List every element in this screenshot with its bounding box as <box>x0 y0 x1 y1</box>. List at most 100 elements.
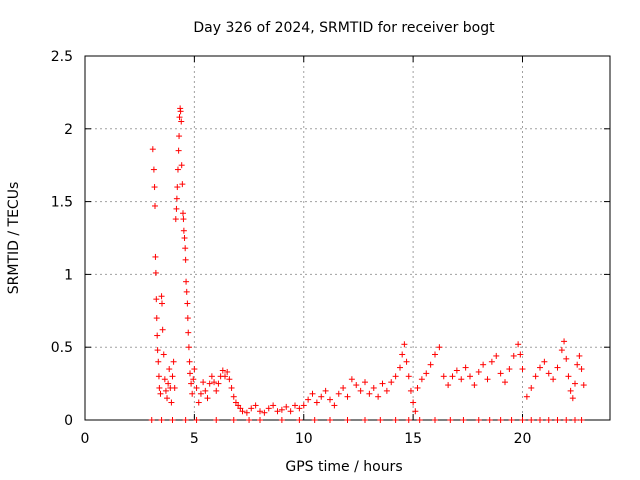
data-point <box>182 256 189 263</box>
data-point <box>569 395 576 402</box>
data-point <box>497 417 504 423</box>
x-tick-label: 15 <box>404 431 422 447</box>
data-point <box>318 393 325 400</box>
data-point <box>213 387 220 394</box>
data-point <box>565 373 572 380</box>
data-point <box>152 253 159 260</box>
data-point <box>447 417 454 423</box>
data-point <box>190 376 197 383</box>
y-tick-label: 0 <box>64 413 73 429</box>
data-point <box>180 227 187 234</box>
data-point <box>432 417 438 423</box>
data-point <box>327 396 333 403</box>
data-point <box>416 417 423 423</box>
data-point <box>179 181 186 188</box>
data-point <box>388 379 395 386</box>
data-point <box>412 408 419 415</box>
y-tick-label: 1.5 <box>51 195 73 211</box>
data-point <box>480 361 487 368</box>
data-point <box>558 347 565 354</box>
data-point <box>177 108 184 115</box>
data-points <box>148 105 587 423</box>
tick-labels: 0 5 10 15 20 0 0.5 1 1.5 2 2.5 <box>51 49 532 447</box>
data-point <box>403 358 410 365</box>
data-point <box>155 373 162 380</box>
data-point <box>574 361 581 368</box>
data-point <box>383 387 390 394</box>
x-tick-label: 10 <box>295 431 313 447</box>
data-point <box>517 351 524 358</box>
data-point <box>183 288 190 295</box>
data-point <box>410 399 417 406</box>
data-point <box>171 384 178 391</box>
data-point <box>168 399 175 406</box>
data-point <box>283 403 290 410</box>
data-point <box>185 344 192 351</box>
data-point <box>296 405 303 412</box>
data-point <box>165 380 172 387</box>
data-point <box>392 417 399 423</box>
data-point <box>423 370 430 377</box>
data-point <box>248 405 255 412</box>
data-point <box>193 384 200 391</box>
data-point <box>172 216 179 223</box>
data-point <box>222 373 228 380</box>
data-point <box>486 417 493 423</box>
data-point <box>252 402 259 409</box>
data-point <box>458 376 465 383</box>
data-point <box>331 402 338 409</box>
data-point <box>158 293 165 300</box>
data-point <box>554 417 561 423</box>
data-point <box>471 382 478 389</box>
data-point <box>246 417 253 423</box>
data-point <box>554 364 561 371</box>
data-point <box>392 373 399 380</box>
data-point <box>305 396 312 403</box>
x-axis-label: GPS time / hours <box>285 459 402 475</box>
data-point <box>453 367 460 374</box>
data-point <box>161 376 168 383</box>
data-point <box>169 417 176 423</box>
x-tick-label: 20 <box>514 431 532 447</box>
data-point <box>191 366 198 373</box>
data-point <box>484 376 491 383</box>
data-point <box>407 387 414 394</box>
data-point <box>187 370 193 377</box>
data-point <box>188 380 195 387</box>
data-point <box>257 408 263 415</box>
data-point <box>173 195 180 202</box>
data-point <box>186 358 193 365</box>
data-point <box>572 417 578 423</box>
y-tick-label: 0.5 <box>51 340 73 356</box>
data-point <box>184 315 191 322</box>
data-point <box>215 380 222 387</box>
data-point <box>189 390 196 397</box>
data-point <box>202 387 209 394</box>
data-point <box>344 417 351 423</box>
data-point <box>170 358 177 365</box>
data-point <box>475 368 482 375</box>
data-point <box>377 417 384 423</box>
data-point <box>311 417 318 423</box>
data-point <box>405 417 412 423</box>
data-point <box>362 379 368 386</box>
data-point <box>506 366 513 373</box>
data-point <box>340 384 347 391</box>
data-point <box>195 399 202 406</box>
data-point <box>274 408 281 415</box>
data-point <box>357 387 364 394</box>
data-point <box>405 373 412 380</box>
data-point <box>335 390 342 397</box>
data-point <box>183 278 190 285</box>
data-point <box>445 382 452 389</box>
data-point <box>309 390 316 397</box>
data-point <box>401 341 408 348</box>
plot-frame <box>84 55 611 421</box>
data-point <box>152 202 158 209</box>
data-point <box>449 373 456 380</box>
data-point <box>399 351 406 358</box>
data-point <box>204 395 211 402</box>
data-point <box>211 379 218 386</box>
data-point <box>278 406 285 413</box>
